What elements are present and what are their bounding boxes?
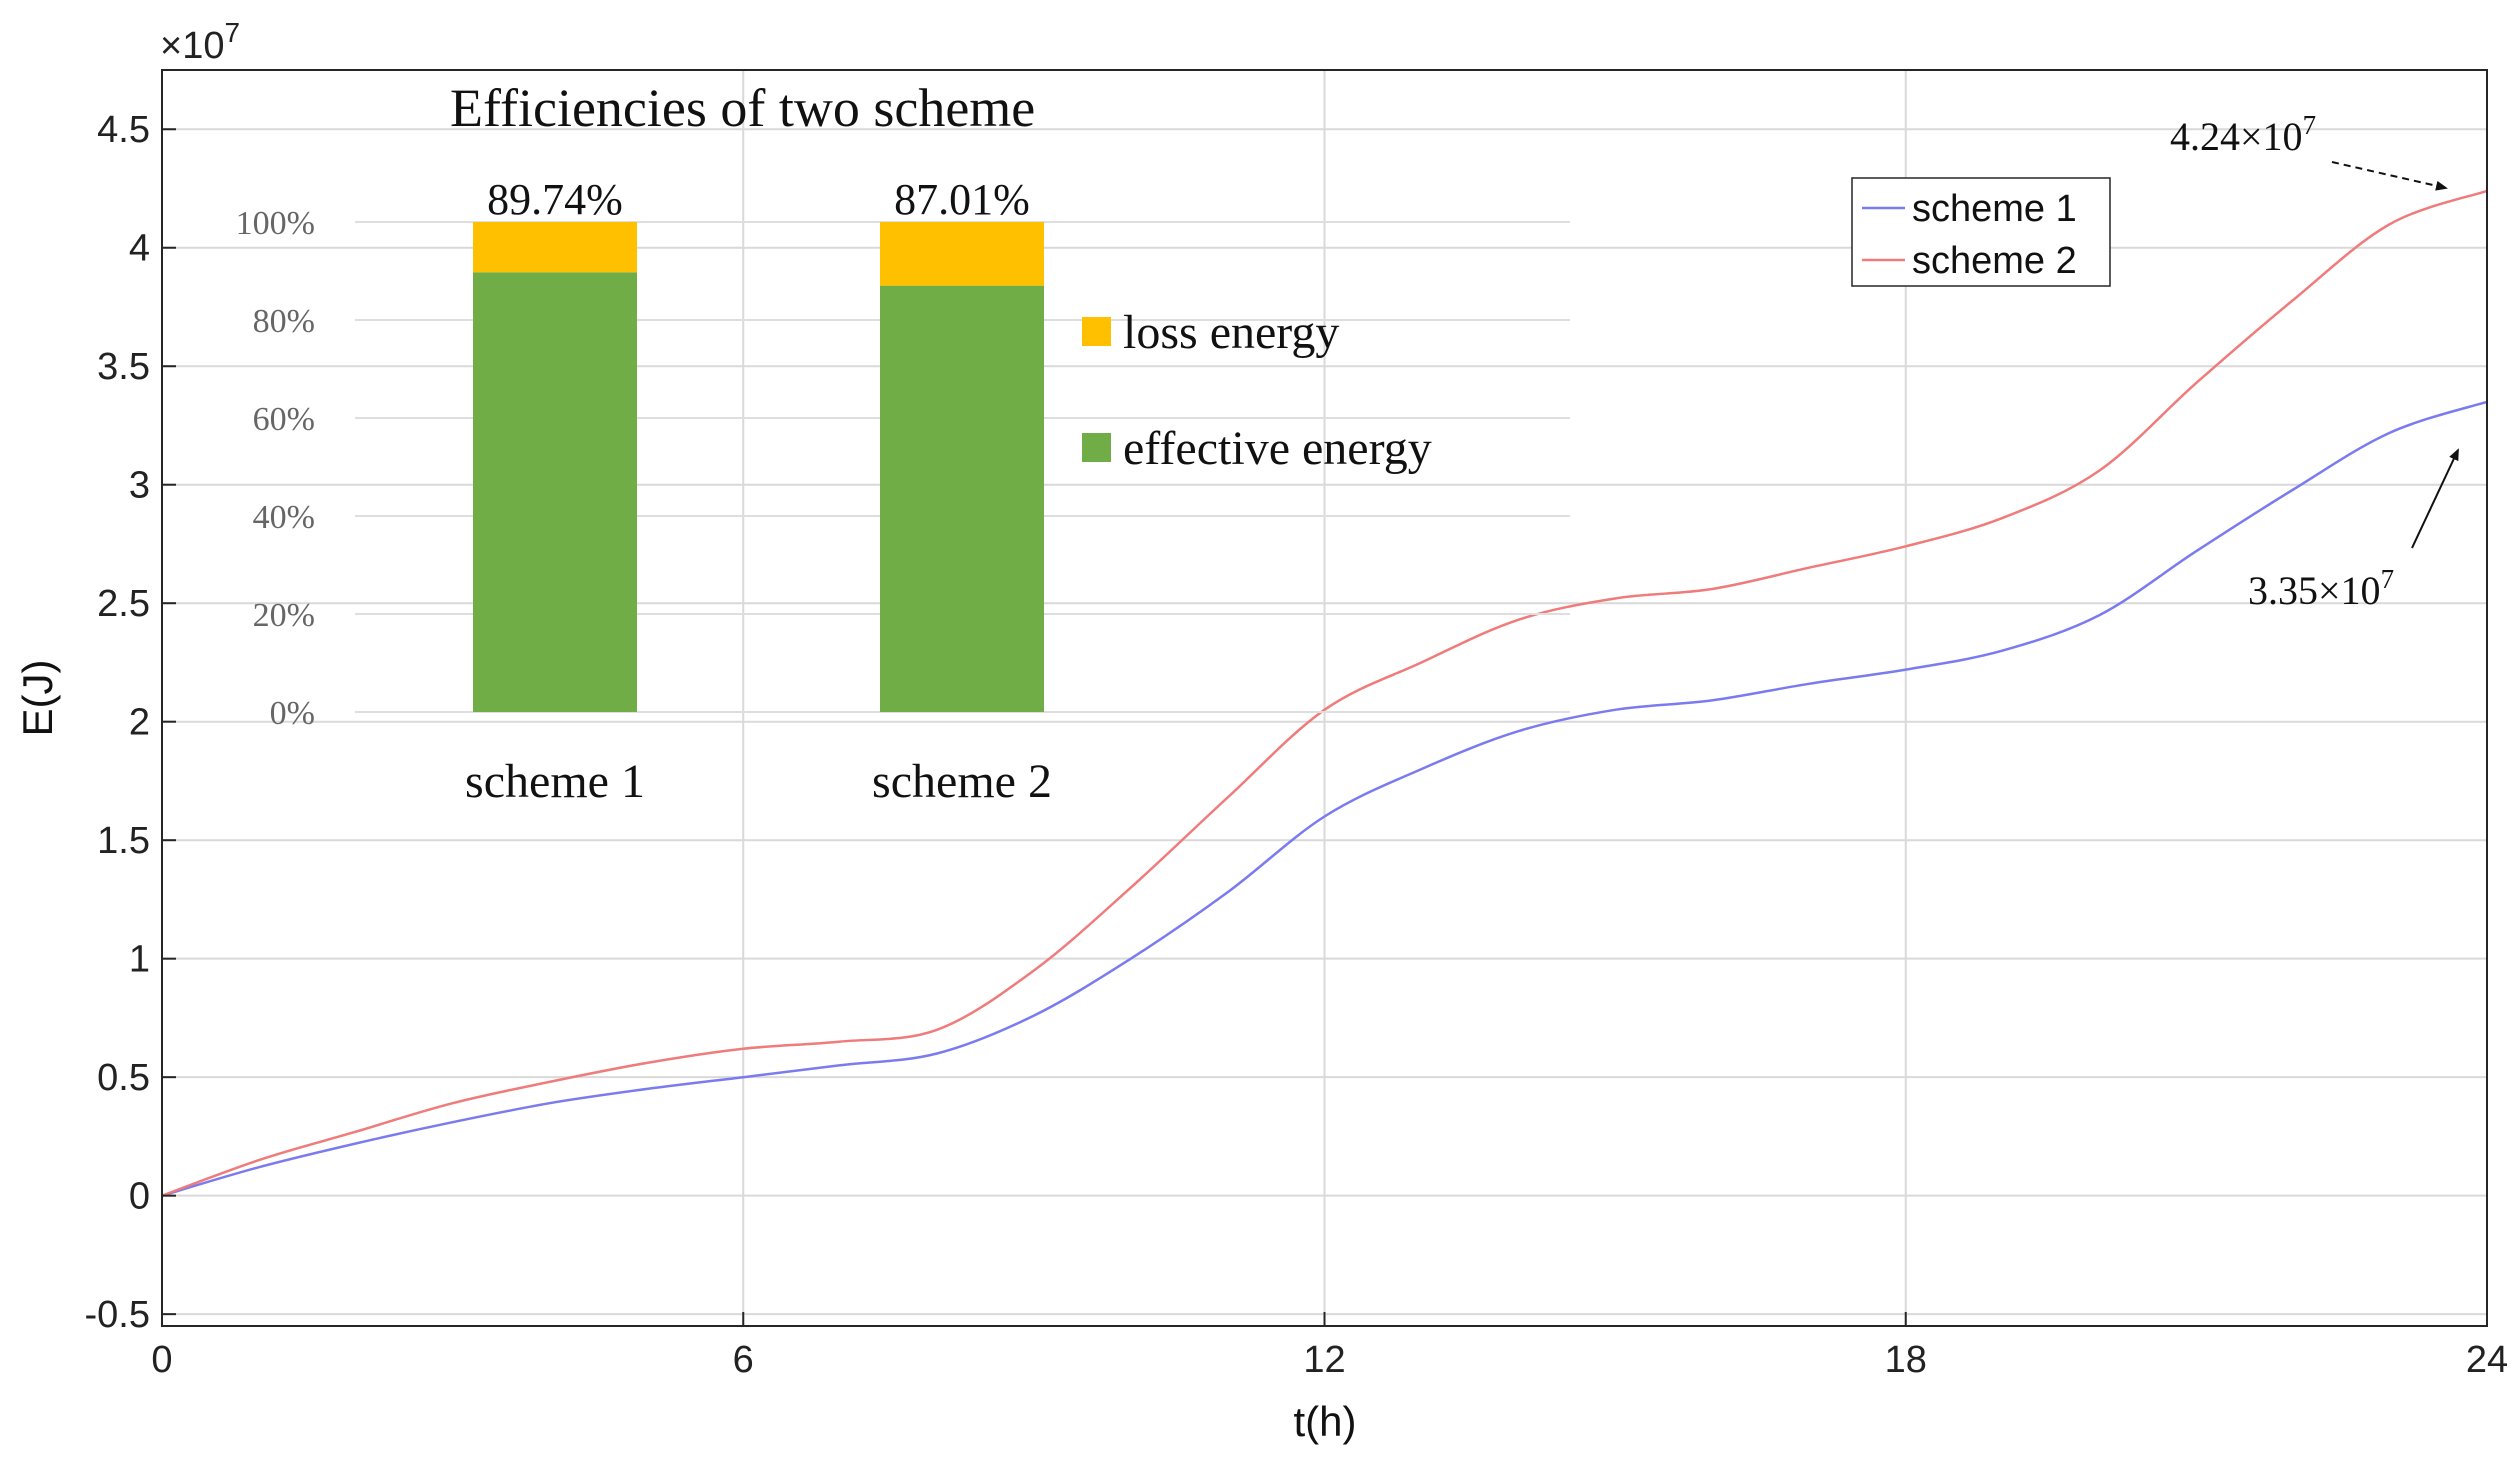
inset-data-label: 87.01%	[894, 175, 1030, 224]
inset-y-tick-label: 40%	[253, 499, 315, 536]
inset-category-labels: scheme 1 scheme 2	[465, 755, 1052, 808]
y-tick-label: 0	[129, 1176, 150, 1218]
x-tick-label: 12	[1303, 1339, 1345, 1381]
annotation-label-scheme-2: 4.24×107	[2170, 110, 2316, 159]
inset-legend-swatch-loss-energy	[1082, 317, 1111, 346]
inset-bar-effective-energy-2	[880, 285, 1044, 712]
inset-category-label: scheme 1	[465, 755, 645, 808]
series-line-scheme-2	[161, 189, 2488, 1197]
x-tick-label: 24	[2466, 1339, 2508, 1381]
y-tick-label: 0.5	[97, 1057, 150, 1099]
y-tick-label: 1	[129, 939, 150, 981]
series-layer	[161, 189, 2488, 1197]
y-tick-label: 4.5	[97, 109, 150, 151]
annotation-scheme-1-final: 3.35×107	[2248, 448, 2459, 613]
inset-y-tick-label: 80%	[253, 303, 315, 340]
y-tick-label: 4	[129, 228, 150, 270]
inset-title: Efficiencies of two scheme	[450, 78, 1035, 138]
y-tick-label: 3.5	[97, 346, 150, 388]
inset-legend-label-effective-energy: effective energy	[1123, 422, 1432, 475]
inset-bar-chart: Efficiencies of two scheme 0% 20% 40% 60% 80…	[236, 78, 1570, 808]
y-tick-label: 3	[129, 465, 150, 507]
inset-y-tick-label: 0%	[270, 695, 315, 732]
y-axis-label: E(J)	[14, 660, 61, 737]
annotation-label-scheme-1: 3.35×107	[2248, 564, 2394, 613]
y-tick-label: -0.5	[85, 1294, 150, 1336]
inset-legend-swatch-effective-energy	[1082, 433, 1111, 462]
inset-bars	[473, 222, 1044, 712]
main-legend: scheme 1 scheme 2	[1851, 177, 2111, 287]
y-tick-label: 2	[129, 702, 150, 744]
inset-legend-label-loss-energy: loss energy	[1123, 306, 1339, 359]
inset-y-tick-label: 20%	[253, 597, 315, 634]
x-axis-label: t(h)	[1294, 1398, 1357, 1445]
annotation-arrow-scheme-1	[2411, 448, 2459, 549]
legend-label-scheme-2: scheme 2	[1912, 240, 2077, 282]
inset-bar-effective-energy-1	[473, 272, 637, 712]
y-axis-multiplier: ×107	[160, 17, 240, 67]
series-line-scheme-1	[161, 400, 2488, 1197]
inset-data-labels: 89.74% 87.01%	[487, 175, 1030, 224]
inset-y-tick-label: 100%	[236, 205, 315, 242]
inset-data-label: 89.74%	[487, 175, 623, 224]
inset-legend: loss energy effective energy	[1082, 306, 1432, 475]
inset-bar-loss-energy-1	[473, 222, 637, 273]
inset-bar-loss-energy-2	[880, 222, 1044, 286]
x-tick-label: 0	[151, 1339, 172, 1381]
annotation-scheme-2-final: 4.24×107	[2170, 110, 2448, 191]
inset-y-tick-label: 60%	[253, 401, 315, 438]
y-tick-label: 1.5	[97, 820, 150, 862]
inset-y-tick-labels: 0% 20% 40% 60% 80% 100%	[236, 205, 315, 732]
x-tick-labels: 0 6 12 18 24	[151, 1312, 2508, 1381]
y-tick-labels: -0.5 0 0.5 1 1.5 2 2.5 3 3.5 4 4.5	[85, 109, 176, 1336]
legend-label-scheme-1: scheme 1	[1912, 188, 2077, 230]
y-tick-label: 2.5	[97, 583, 150, 625]
x-tick-label: 6	[733, 1339, 754, 1381]
annotation-arrow-scheme-2	[2331, 161, 2448, 191]
legend-box	[1851, 177, 2111, 287]
inset-category-label: scheme 2	[872, 755, 1052, 808]
x-tick-label: 18	[1885, 1339, 1927, 1381]
